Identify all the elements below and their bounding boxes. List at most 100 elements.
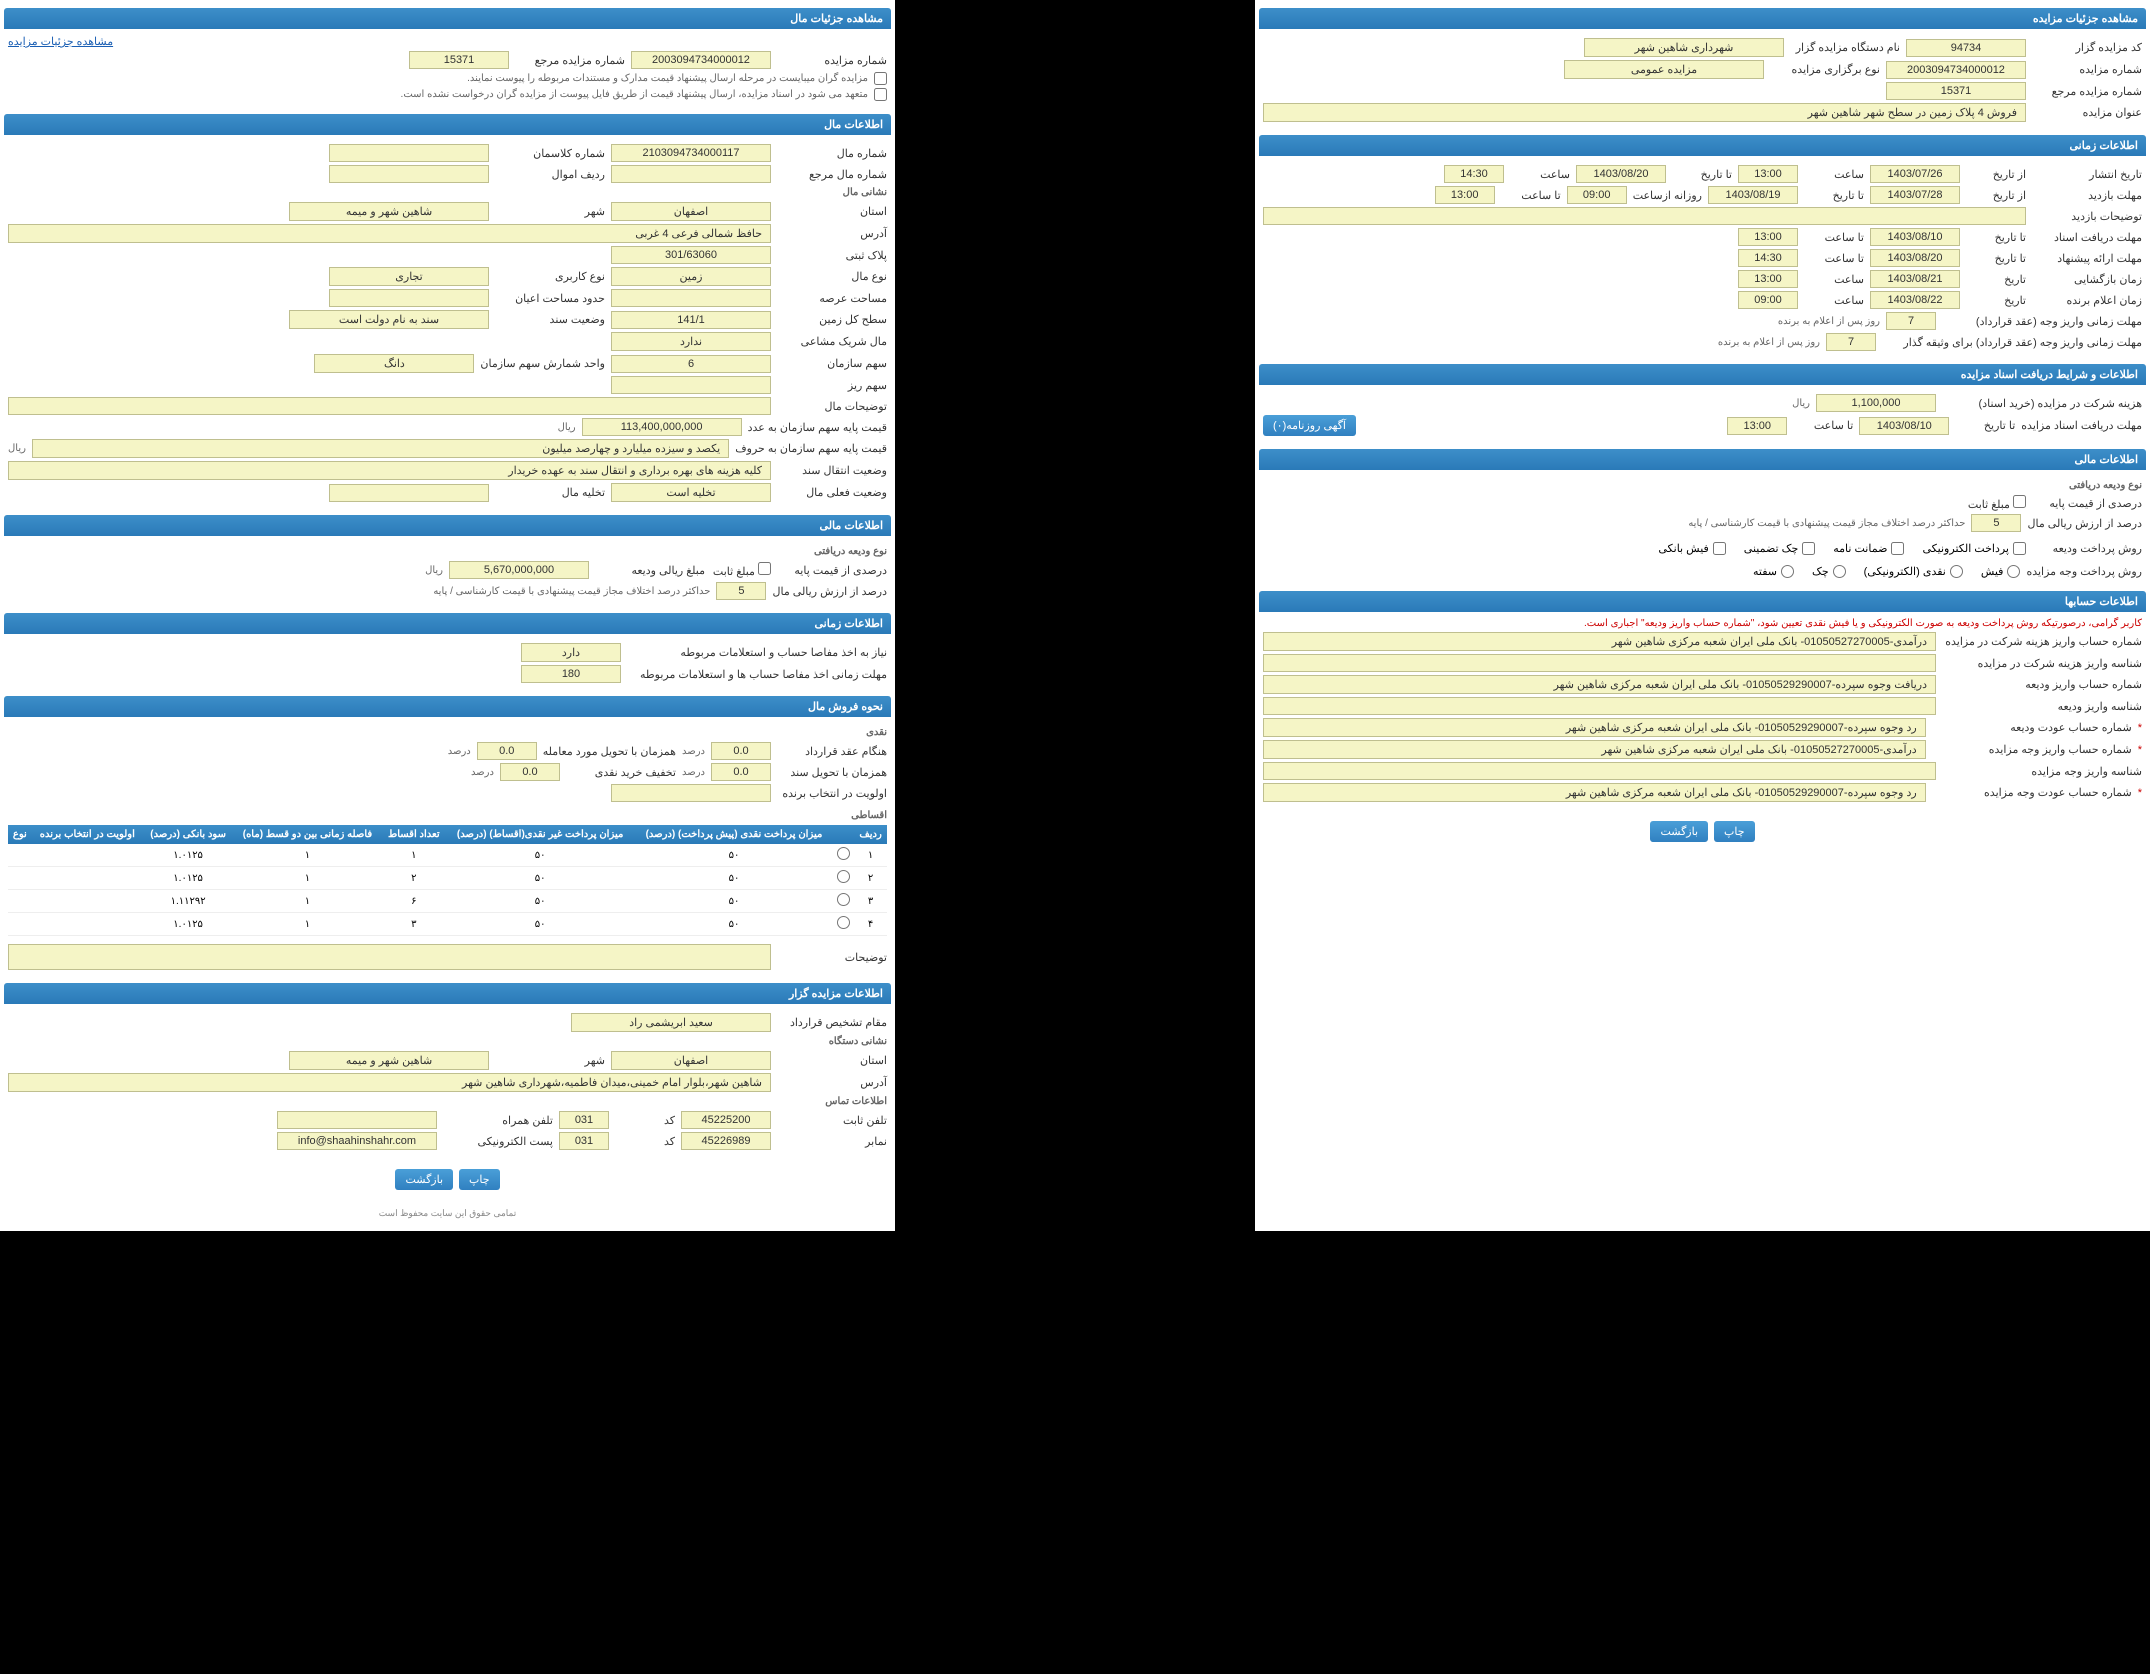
table-cell bbox=[8, 867, 32, 890]
section-mal-body: شماره مال2103094734000117شماره کلاسمانشم… bbox=[4, 135, 891, 511]
field-docs-deadline-hour: 13:00 bbox=[1738, 228, 1798, 246]
label-visit-deadline: مهلت بازدید bbox=[2032, 189, 2142, 202]
label-auction-type: نوع برگزاری مزایده bbox=[1770, 63, 1880, 76]
fixed-amount-checkbox-l[interactable] bbox=[758, 562, 771, 575]
label-auction-code: کد مزایده گزار bbox=[2032, 41, 2142, 54]
payment-check[interactable] bbox=[1833, 565, 1846, 578]
field-publish-from: 1403/07/26 bbox=[1870, 165, 1960, 183]
label-ref-number: شماره مزایده مرجع bbox=[2032, 85, 2142, 98]
field-sale-notes bbox=[8, 944, 771, 970]
field-auction-number-l: 2003094734000012 bbox=[631, 51, 771, 69]
table-cell: ١ bbox=[382, 844, 446, 867]
table-cell bbox=[32, 890, 143, 913]
print-button-r[interactable]: چاپ bbox=[1714, 821, 1755, 842]
field-docs-until-date: 1403/08/10 bbox=[1859, 417, 1949, 435]
maladdr-11: یکصد و سیزده میلیارد و چهارصد میلیون bbox=[32, 439, 729, 458]
field-proposal-hour: 14:30 bbox=[1738, 249, 1798, 267]
note1-checkbox[interactable] bbox=[874, 72, 887, 85]
deposit-electronic[interactable] bbox=[2013, 542, 2026, 555]
section-sale-body: نقدی هنگام عقد قرارداد 0.0 درصد همزمان ب… bbox=[4, 717, 891, 979]
account-field-5: درآمدی-01050527270005- بانک ملی ایران شع… bbox=[1263, 740, 1926, 759]
print-button-l[interactable]: چاپ bbox=[459, 1169, 500, 1190]
account-field-6 bbox=[1263, 762, 1936, 780]
label-publish-date: تاریخ انتشار bbox=[2032, 168, 2142, 181]
field-docs-deadline-date: 1403/08/10 bbox=[1870, 228, 1960, 246]
field-auction-number: 2003094734000012 bbox=[1886, 61, 2026, 79]
table-header: میزان پرداخت نقدی (پیش پرداخت) (درصد) bbox=[634, 825, 833, 844]
row-select-3[interactable] bbox=[837, 916, 850, 929]
table-cell: ۴ bbox=[854, 913, 887, 936]
maladdr-4 bbox=[611, 289, 771, 307]
field-mobile bbox=[277, 1111, 437, 1129]
section-organizer-body: مقام تشخیص قرارداد سعید ابریشمی راد نشان… bbox=[4, 1004, 891, 1159]
maladdr-13: تخلیه است bbox=[611, 483, 771, 502]
account-field-0: درآمدی-01050527270005- بانک ملی ایران شع… bbox=[1263, 632, 1936, 651]
payment-cash[interactable] bbox=[1950, 565, 1963, 578]
table-cell: ٢ bbox=[382, 867, 446, 890]
row-select-2[interactable] bbox=[837, 893, 850, 906]
sub-to-date: تا تاریخ bbox=[1672, 168, 1732, 181]
view-auction-details-link[interactable]: مشاهده جزئیات مزایده bbox=[8, 36, 113, 48]
back-button-l[interactable]: بازگشت bbox=[395, 1169, 453, 1190]
table-row: ۴۵۰۵۰٣١١.٠١٢۵ bbox=[8, 913, 887, 936]
field-deed-pct: 0.0 bbox=[711, 763, 771, 781]
field-deposit-amount: 5,670,000,000 bbox=[449, 561, 589, 579]
table-cell bbox=[32, 913, 143, 936]
account-label-0: شماره حساب واریز هزینه شرکت در مزایده bbox=[1942, 635, 2142, 648]
installment-table: ردیف میزان پرداخت نقدی (پیش پرداخت) (درصد… bbox=[8, 825, 887, 936]
table-header: فاصله زمانی بین دو قسط (ماه) bbox=[233, 825, 381, 844]
table-cell: ١ bbox=[233, 913, 381, 936]
field-fax: 45226989 bbox=[681, 1132, 771, 1150]
field-clearance-needed: دارد bbox=[521, 643, 621, 662]
section-finance-header-r: اطلاعات مالی bbox=[1259, 449, 2146, 470]
field-phone: 45225200 bbox=[681, 1111, 771, 1129]
maladdr2-4 bbox=[329, 289, 489, 307]
section-docs-header: اطلاعات و شرایط دریافت اسناد مزایده bbox=[1259, 364, 2146, 385]
section-finance-body-l: نوع ودیعه دریافتی درصدی از قیمت پایه مبل… bbox=[4, 536, 891, 609]
back-button-r[interactable]: بازگشت bbox=[1650, 821, 1708, 842]
label-auction-number: شماره مزایده bbox=[2032, 63, 2142, 76]
deposit-receipt[interactable] bbox=[1713, 542, 1726, 555]
newspaper-ad-button[interactable]: آگهی روزنامه(۰) bbox=[1263, 415, 1356, 436]
table-cell: ۵۰ bbox=[634, 867, 833, 890]
payment-safteh[interactable] bbox=[1781, 565, 1794, 578]
field-visit-daily-from: 09:00 bbox=[1567, 186, 1627, 204]
field-contract-pct: 0.0 bbox=[711, 742, 771, 760]
mal-1 bbox=[611, 165, 771, 183]
table-header: اولویت در انتخاب برنده bbox=[32, 825, 143, 844]
field-winner-date: 1403/08/22 bbox=[1870, 291, 1960, 309]
sub-hour2: ساعت bbox=[1510, 168, 1570, 181]
row-select-0[interactable] bbox=[837, 847, 850, 860]
field-org-city: شاهین شهر و میمه bbox=[289, 1051, 489, 1070]
maladdr2-13 bbox=[329, 484, 489, 502]
mal-0: 2103094734000117 bbox=[611, 144, 771, 162]
row-select-1[interactable] bbox=[837, 870, 850, 883]
maladdr-10: 113,400,000,000 bbox=[582, 418, 742, 436]
field-ref-number-l: 15371 bbox=[409, 51, 509, 69]
section-auction-details-body: کد مزایده گزار 94734 نام دستگاه مزایده گ… bbox=[1259, 29, 2146, 131]
deposit-guarantee[interactable] bbox=[1891, 542, 1904, 555]
field-winner-priority bbox=[611, 784, 771, 802]
table-cell: ۵۰ bbox=[634, 844, 833, 867]
account-field-3 bbox=[1263, 697, 1936, 715]
field-contract-authority: سعید ابریشمی راد bbox=[571, 1013, 771, 1032]
maladdr-1: حافظ شمالی فرعی 4 غربی bbox=[8, 224, 771, 243]
table-cell: ٣ bbox=[854, 890, 887, 913]
label-auction-title: عنوان مزایده bbox=[2032, 106, 2142, 119]
label-visit-notes: توضیحات بازدید bbox=[2032, 210, 2142, 223]
account-label-5: شماره حساب واریز وجه مزایده bbox=[1932, 743, 2132, 756]
payment-fish[interactable] bbox=[2007, 565, 2020, 578]
field-publish-to: 1403/08/20 bbox=[1576, 165, 1666, 183]
table-header: ردیف bbox=[854, 825, 887, 844]
maladdr2-3: تجاری bbox=[329, 267, 489, 286]
table-cell: ۵۰ bbox=[446, 844, 634, 867]
table-header: سود بانکی (درصد) bbox=[143, 825, 233, 844]
maladdr2-0: شاهین شهر و میمه bbox=[289, 202, 489, 221]
field-phone-code: 031 bbox=[559, 1111, 609, 1129]
section-docs-body: هزینه شرکت در مزایده (خرید اسناد) 1,100,… bbox=[1259, 385, 2146, 445]
table-cell: ١.٠١٢۵ bbox=[143, 913, 233, 936]
table-cell bbox=[8, 890, 32, 913]
deposit-check[interactable] bbox=[1802, 542, 1815, 555]
note2-checkbox[interactable] bbox=[874, 88, 887, 101]
fixed-amount-checkbox-r[interactable] bbox=[2013, 495, 2026, 508]
